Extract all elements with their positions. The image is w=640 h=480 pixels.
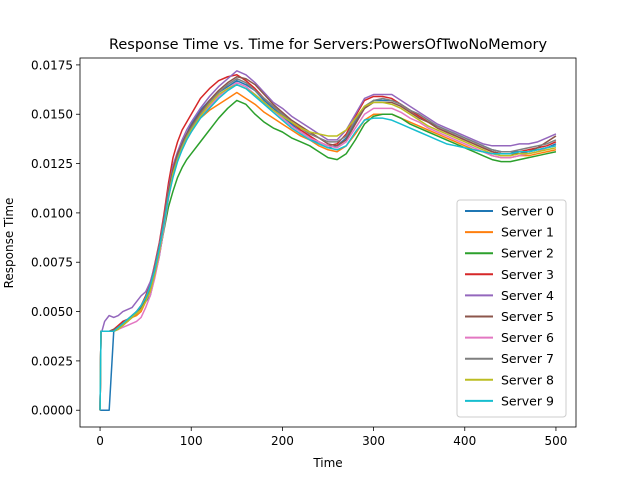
chart-title: Response Time vs. Time for Servers:Power… xyxy=(109,37,548,53)
legend-label: Server 8 xyxy=(501,372,554,387)
legend: Server 0 Server 1 Server 2 Server 3 Server 4… xyxy=(456,199,567,418)
x-tick-label: 500 xyxy=(544,434,567,448)
y-tick-label: 0.0175 xyxy=(31,58,73,72)
x-axis-title: Time xyxy=(312,456,342,470)
y-axis: 0.0000 0.0025 0.0050 0.0075 0.0100 0.0125 0.01… xyxy=(31,58,80,418)
legend-label: Server 7 xyxy=(501,351,554,366)
legend-box xyxy=(456,199,567,418)
legend-label: Server 0 xyxy=(501,204,554,219)
x-tick-label: 300 xyxy=(362,434,385,448)
series-line-1 xyxy=(99,91,557,411)
x-tick-label: 200 xyxy=(271,434,294,448)
x-tick-label: 100 xyxy=(180,434,203,448)
x-tick-label: 400 xyxy=(453,434,476,448)
y-tick-label: 0.0075 xyxy=(31,256,73,270)
y-tick-label: 0.0000 xyxy=(31,404,73,418)
x-tick-label: 0 xyxy=(96,434,104,448)
legend-label: Server 5 xyxy=(501,309,554,324)
plot-area xyxy=(79,57,577,428)
y-tick-label: 0.0100 xyxy=(31,206,73,220)
y-tick-label: 0.0050 xyxy=(31,305,73,319)
y-tick-label: 0.0125 xyxy=(31,157,73,171)
legend-label: Server 6 xyxy=(501,330,554,345)
legend-label: Server 9 xyxy=(501,393,554,408)
series-line-4 xyxy=(99,70,557,411)
series-line-9 xyxy=(99,83,557,411)
series-line-8 xyxy=(99,83,557,411)
legend-label: Server 3 xyxy=(501,267,554,282)
y-tick-label: 0.0150 xyxy=(31,108,73,122)
legend-label: Server 4 xyxy=(501,288,554,303)
x-axis: 0 100 200 300 400 500 xyxy=(96,427,567,448)
legend-label: Server 2 xyxy=(501,246,554,261)
plot-frame xyxy=(79,57,577,428)
legend-label: Server 1 xyxy=(501,225,554,240)
y-tick-label: 0.0025 xyxy=(31,354,73,368)
y-axis-title: Response Time xyxy=(2,198,16,289)
